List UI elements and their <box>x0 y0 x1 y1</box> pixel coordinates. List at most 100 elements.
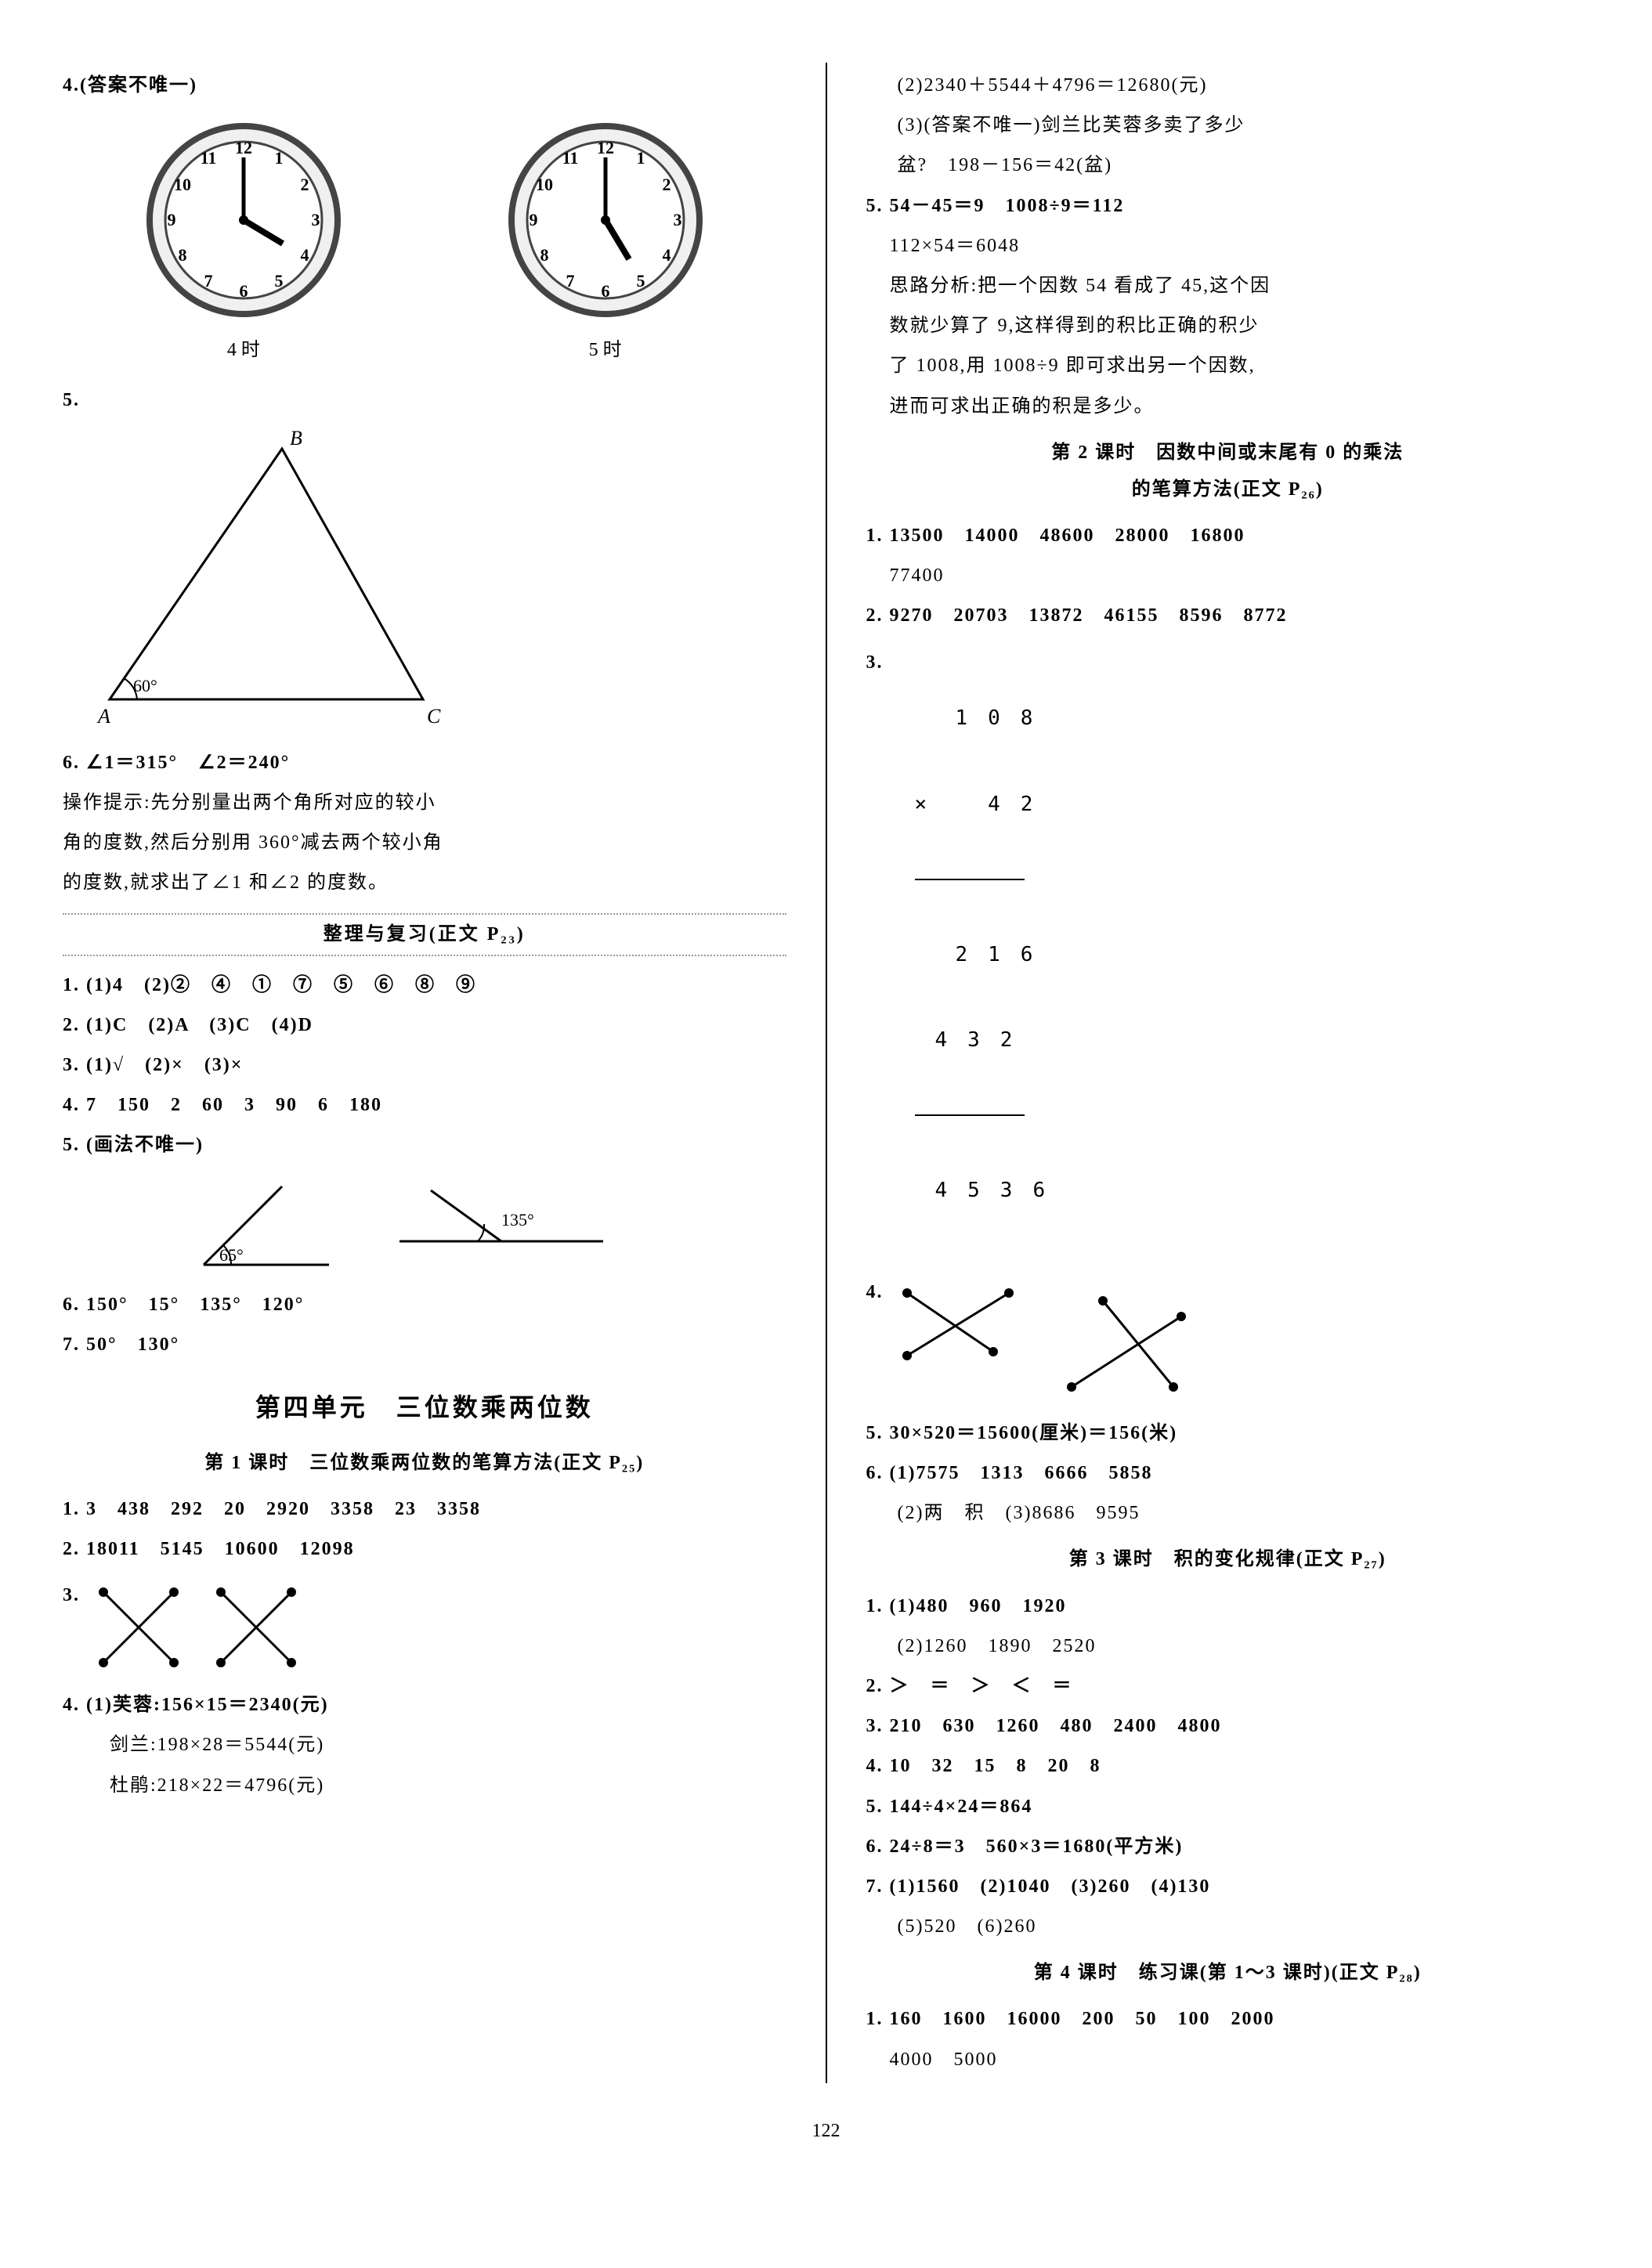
svg-text:6: 6 <box>239 281 248 301</box>
q5-label: 5. <box>63 384 786 417</box>
svg-text:10: 10 <box>536 175 553 194</box>
l4-1-1: 1. 160 1600 16000 200 50 100 2000 <box>866 2003 1590 2036</box>
lesson3-title: 第 3 课时 积的变化规律(正文 P₂₇) <box>866 1543 1590 1576</box>
angle-60: 60° <box>133 676 157 695</box>
c3-1: (3)(答案不唯一)剑兰比芙蓉多卖了多少 <box>866 109 1590 143</box>
svg-text:11: 11 <box>562 148 578 168</box>
clock-4-icon: 12 1 2 3 4 5 6 7 8 9 10 11 <box>142 118 345 322</box>
svg-text:12: 12 <box>597 138 614 157</box>
mult-row2: × 4 2 <box>915 790 1046 818</box>
l3-1-2: (2)1260 1890 2520 <box>866 1630 1590 1663</box>
r3: 3. (1)√ (2)× (3)× <box>63 1049 786 1082</box>
unit4-title: 第四单元 三位数乘两位数 <box>63 1385 786 1431</box>
svg-text:7: 7 <box>204 271 212 291</box>
q5-2: 112×54＝6048 <box>866 229 1590 263</box>
svg-text:2: 2 <box>662 175 671 194</box>
q6-hint1: 操作提示:先分别量出两个角所对应的较小 <box>63 786 786 820</box>
angles-diagram: 65° 135° <box>63 1171 611 1280</box>
l3-6: 6. 24÷8＝3 560×3＝1680(平方米) <box>866 1830 1590 1864</box>
l3-3: 3. 210 630 1260 480 2400 4800 <box>866 1710 1590 1743</box>
angle-65-label: 65° <box>219 1245 244 1265</box>
mult-row1: 1 0 8 <box>915 704 1046 732</box>
l1-1: 1. 3 438 292 20 2920 3358 23 3358 <box>63 1493 786 1526</box>
clock-row: 12 1 2 3 4 5 6 7 8 9 10 11 <box>63 118 786 367</box>
q4-header: 4.(答案不唯一) <box>63 69 786 103</box>
svg-text:9: 9 <box>167 210 175 229</box>
svg-text:9: 9 <box>529 210 537 229</box>
multiplication-work: 1 0 8 × 4 2 2 1 6 4 3 2 4 5 3 6 <box>915 648 1046 1262</box>
svg-text:10: 10 <box>174 175 191 194</box>
review-title: 整理与复习(正文 P₂₃) <box>63 913 786 956</box>
q5-1: 5. 54－45＝9 1008÷9＝112 <box>866 190 1590 223</box>
svg-text:8: 8 <box>540 245 548 265</box>
svg-text:7: 7 <box>566 271 574 291</box>
l2-1-2: 77400 <box>866 559 1590 593</box>
page-number: 122 <box>47 2115 1605 2148</box>
svg-text:6: 6 <box>601 281 609 301</box>
l2-5: 5. 30×520＝15600(厘米)＝156(米) <box>866 1417 1590 1450</box>
lesson2-title1: 第 2 课时 因数中间或末尾有 0 的乘法 <box>866 436 1590 470</box>
l2-3: 3. <box>866 646 884 680</box>
column-divider <box>826 63 827 2083</box>
triangle-diagram: A B C 60° <box>63 425 454 739</box>
l1-4-1: 4. (1)芙蓉:156×15＝2340(元) <box>63 1688 786 1722</box>
lesson2-title2: 的笔算方法(正文 P₂₆) <box>866 473 1590 507</box>
svg-text:11: 11 <box>200 148 216 168</box>
lesson1-title: 第 1 课时 三位数乘两位数的笔算方法(正文 P₂₅) <box>63 1446 786 1480</box>
svg-text:1: 1 <box>274 148 283 168</box>
clock-4: 12 1 2 3 4 5 6 7 8 9 10 11 <box>142 118 345 367</box>
l3-7-1: 7. (1)1560 (2)1040 (3)260 (4)130 <box>866 1870 1590 1904</box>
svg-text:2: 2 <box>300 175 309 194</box>
q6-hint3: 的度数,就求出了∠1 和∠2 的度数。 <box>63 866 786 900</box>
vertex-a: A <box>96 705 110 728</box>
lesson4-title: 第 4 课时 练习课(第 1～3 课时)(正文 P₂₈) <box>866 1956 1590 1990</box>
q6-angles: 6. ∠1＝315° ∠2＝240° <box>63 746 786 780</box>
l1-2: 2. 18011 5145 10600 12098 <box>63 1533 786 1566</box>
vertex-b: B <box>290 427 302 450</box>
right-column: (2)2340＋5544＋4796＝12680(元) (3)(答案不唯一)剑兰比… <box>851 63 1606 2083</box>
clock-5-icon: 12 1 2 3 4 5 6 7 8 9 10 11 <box>504 118 707 322</box>
l2-1-1: 1. 13500 14000 48600 28000 16800 <box>866 519 1590 553</box>
vertex-c: C <box>427 705 441 728</box>
q5-4: 数就少算了 9,这样得到的积比正确的积少 <box>866 309 1590 343</box>
l2-4: 4. <box>866 1276 884 1309</box>
svg-text:3: 3 <box>311 210 320 229</box>
l3-5: 5. 144÷4×24＝864 <box>866 1790 1590 1824</box>
q5-6: 进而可求出正确的积是多少。 <box>866 390 1590 424</box>
svg-text:3: 3 <box>673 210 681 229</box>
svg-text:5: 5 <box>636 271 645 291</box>
left-column: 4.(答案不唯一) 12 1 2 3 4 5 6 7 8 <box>47 63 802 2083</box>
mult-row3: 2 1 6 <box>915 941 1046 969</box>
r1: 1. (1)4 (2)② ④ ① ⑦ ⑤ ⑥ ⑧ ⑨ <box>63 969 786 1002</box>
c2: (2)2340＋5544＋4796＝12680(元) <box>866 69 1590 103</box>
matching-lines-diagram <box>884 1277 1197 1403</box>
l4-1-2: 4000 5000 <box>866 2043 1590 2077</box>
l2-2: 2. 9270 20703 13872 46155 8596 8772 <box>866 599 1590 633</box>
svg-text:4: 4 <box>300 245 309 265</box>
l3-1-1: 1. (1)480 960 1920 <box>866 1590 1590 1623</box>
mult-row4: 4 3 2 <box>915 1026 1046 1054</box>
l2-6-1: 6. (1)7575 1313 6666 5858 <box>866 1457 1590 1490</box>
q5-3: 思路分析:把一个因数 54 看成了 45,这个因 <box>866 269 1590 303</box>
l1-4-2: 剑兰:198×28＝5544(元) <box>63 1728 786 1762</box>
r4: 4. 7 150 2 60 3 90 6 180 <box>63 1089 786 1122</box>
clock-5: 12 1 2 3 4 5 6 7 8 9 10 11 <box>504 118 707 367</box>
angle-135-label: 135° <box>501 1210 534 1230</box>
svg-text:5: 5 <box>274 271 283 291</box>
r2: 2. (1)C (2)A (3)C (4)D <box>63 1009 786 1042</box>
svg-text:1: 1 <box>636 148 645 168</box>
l1-4-3: 杜鹃:218×22＝4796(元) <box>63 1769 786 1803</box>
mult-row5: 4 5 3 6 <box>915 1176 1046 1204</box>
q6-hint2: 角的度数,然后分别用 360°减去两个较小角 <box>63 826 786 860</box>
l3-4: 4. 10 32 15 8 20 8 <box>866 1750 1590 1783</box>
clock2-label: 5 时 <box>504 334 707 367</box>
q5-5: 了 1008,用 1008÷9 即可求出另一个因数, <box>866 349 1590 383</box>
l1-3: 3. <box>63 1579 80 1613</box>
r7: 7. 50° 130° <box>63 1328 786 1362</box>
svg-text:4: 4 <box>662 245 671 265</box>
l2-6-2: (2)两 积 (3)8686 9595 <box>866 1497 1590 1530</box>
l3-7-2: (5)520 (6)260 <box>866 1910 1590 1944</box>
l3-2: 2. ＞ ＝ ＞ ＜ ＝ <box>866 1670 1590 1703</box>
r5: 5. (画法不唯一) <box>63 1129 786 1162</box>
svg-text:12: 12 <box>235 138 252 157</box>
